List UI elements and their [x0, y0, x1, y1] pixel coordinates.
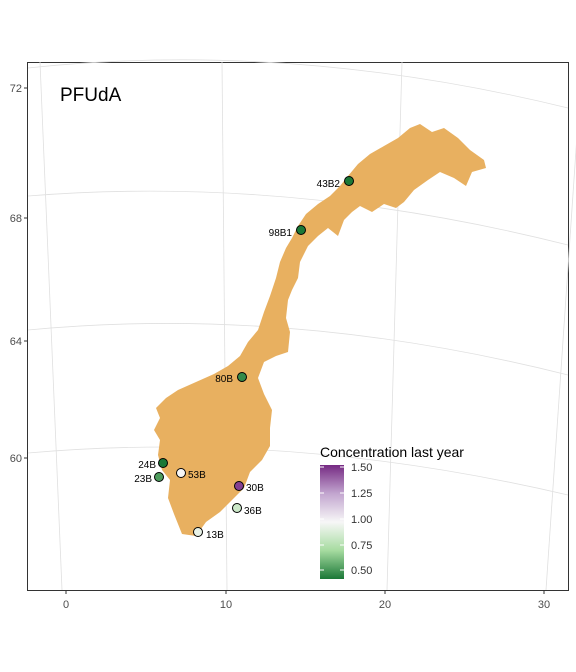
- legend: Concentration last year 1.50 1.25 1.00 0…: [320, 444, 464, 579]
- x-tick-label-20: 20: [379, 599, 391, 611]
- station-marker[interactable]: [234, 481, 244, 491]
- legend-tick-label: 0.50: [351, 565, 372, 577]
- station-label: 98B1: [269, 228, 293, 239]
- norway-landmass: [154, 124, 486, 536]
- legend-tick-label: 1.50: [351, 462, 372, 474]
- station-marker[interactable]: [344, 176, 354, 186]
- legend-tick-label: 0.75: [351, 540, 372, 552]
- graticule-parallel-68: [27, 190, 569, 246]
- stations: 43B2 98B1 80B 24B 23B 53B 30B 36B 13B: [134, 176, 354, 541]
- legend-colorbar: [320, 465, 344, 579]
- station-label: 24B: [138, 460, 156, 471]
- graticule-parallel-64: [27, 323, 569, 376]
- station-label: 53B: [188, 470, 206, 481]
- station-label: 43B2: [317, 179, 341, 190]
- station-marker[interactable]: [296, 225, 306, 235]
- plot-border: [27, 62, 569, 591]
- legend-tick-label: 1.00: [351, 514, 372, 526]
- station-marker[interactable]: [232, 503, 242, 513]
- graticule-meridian-30: [545, 144, 576, 591]
- legend-tick-label: 1.25: [351, 488, 372, 500]
- station-marker[interactable]: [176, 468, 186, 478]
- graticule-meridian-0: [39, 61, 63, 591]
- station-label: 30B: [246, 483, 264, 494]
- x-tick-label-30: 30: [538, 599, 550, 611]
- y-tick-label-64: 64: [10, 336, 22, 348]
- station-label: 36B: [244, 506, 262, 517]
- x-tick-label-10: 10: [220, 599, 232, 611]
- y-tick-label-72: 72: [10, 83, 22, 95]
- legend-title: Concentration last year: [320, 444, 464, 460]
- station-label: 80B: [215, 374, 233, 385]
- station-marker[interactable]: [237, 372, 247, 382]
- y-axis: 72 68 64 60: [10, 83, 28, 465]
- x-tick-label-0: 0: [63, 599, 69, 611]
- x-axis: 0 10 20 30: [63, 590, 550, 611]
- panel-title: PFUdA: [60, 85, 122, 106]
- station-label: 13B: [206, 530, 224, 541]
- station-label: 23B: [134, 474, 152, 485]
- y-tick-label-60: 60: [10, 453, 22, 465]
- station-marker[interactable]: [193, 527, 203, 537]
- y-tick-label-68: 68: [10, 213, 22, 225]
- station-marker[interactable]: [154, 472, 164, 482]
- graticule-parallel-72: [27, 59, 569, 109]
- graticule-parallel-60: [27, 446, 569, 496]
- station-marker[interactable]: [158, 458, 168, 468]
